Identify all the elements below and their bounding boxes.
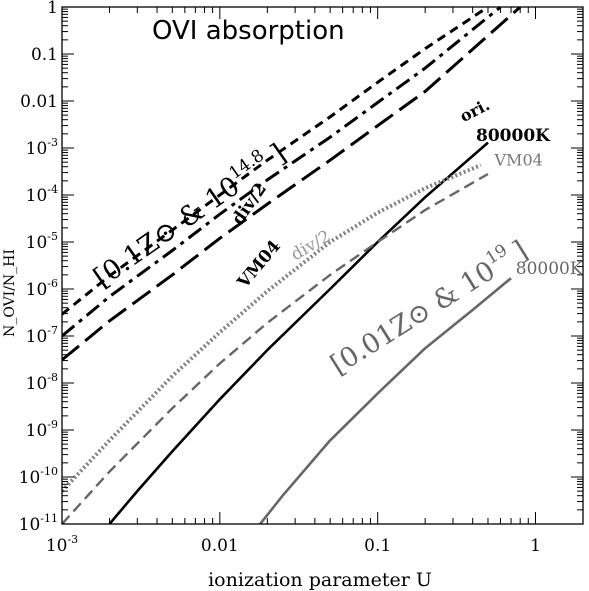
plot-frame (61, 6, 584, 525)
series-label: 80000K (516, 259, 583, 279)
y-axis-label: N_OVI/N_HI (2, 249, 18, 337)
series-line-4 (62, 163, 482, 493)
y-tick-label: 10-7 (26, 324, 58, 347)
x-tick-label: 0.01 (201, 536, 239, 556)
x-axis-label: ionization parameter U (208, 569, 432, 591)
y-tick-label: 0.1 (31, 45, 58, 65)
svg-text:[0.01Z⊙ & 1019]: [0.01Z⊙ & 1019] (323, 232, 533, 381)
series-line-5 (62, 172, 489, 524)
chart-title: OVI absorption (152, 16, 345, 46)
y-tick-label: 10-3 (26, 136, 58, 159)
y-tick-label: 10-6 (26, 277, 58, 300)
group-label-high-z-close: ] (265, 138, 291, 169)
y-tick-label: 10-11 (19, 512, 58, 535)
group-label-high-z-sup: 14.8 (226, 146, 268, 184)
tick-layer: 10-3 0.01 0.1 1 1 0.1 0.01 10-3 10-4 10-5 10-6 10-7… (19, 0, 584, 556)
y-tick-label: 10-5 (26, 230, 58, 253)
series-label: VM04 (494, 151, 543, 170)
series-line-3 (108, 141, 489, 524)
y-tick-label: 1 (47, 0, 58, 18)
series-line-2 (62, 7, 522, 362)
y-tick-label: 10-10 (19, 465, 58, 488)
x-tick-label: 0.1 (364, 536, 391, 556)
x-tick-label: 1 (530, 536, 541, 556)
y-tick-label: 10-8 (26, 371, 58, 394)
x-axis-label-text: ionization parameter U (208, 569, 432, 591)
group-label-low-z-text: [0.01Z⊙ & 10 (325, 255, 501, 381)
series-label: div/2 (288, 226, 335, 265)
x-tick-label: 10-3 (46, 533, 78, 556)
y-tick-label: 0.01 (20, 92, 58, 112)
group-label-high-z-text: [0.1Z⊙ & 10 (88, 171, 245, 294)
y-tick-label: 10-4 (26, 183, 58, 206)
series-line-6 (259, 277, 512, 524)
series-label: ori. (457, 95, 493, 126)
y-axis-label-text: N_OVI/N_HI (2, 249, 18, 337)
series-line-1 (62, 7, 502, 338)
series-label: 80000K (476, 126, 551, 146)
y-tick-label: 10-9 (26, 418, 58, 441)
series-line-0 (62, 7, 489, 316)
series-layer (62, 7, 522, 524)
axes-frame (61, 6, 584, 525)
group-label-low-z-close: ] (508, 235, 533, 267)
group-label-low-z: [0.01Z⊙ & 1019] (323, 232, 533, 381)
